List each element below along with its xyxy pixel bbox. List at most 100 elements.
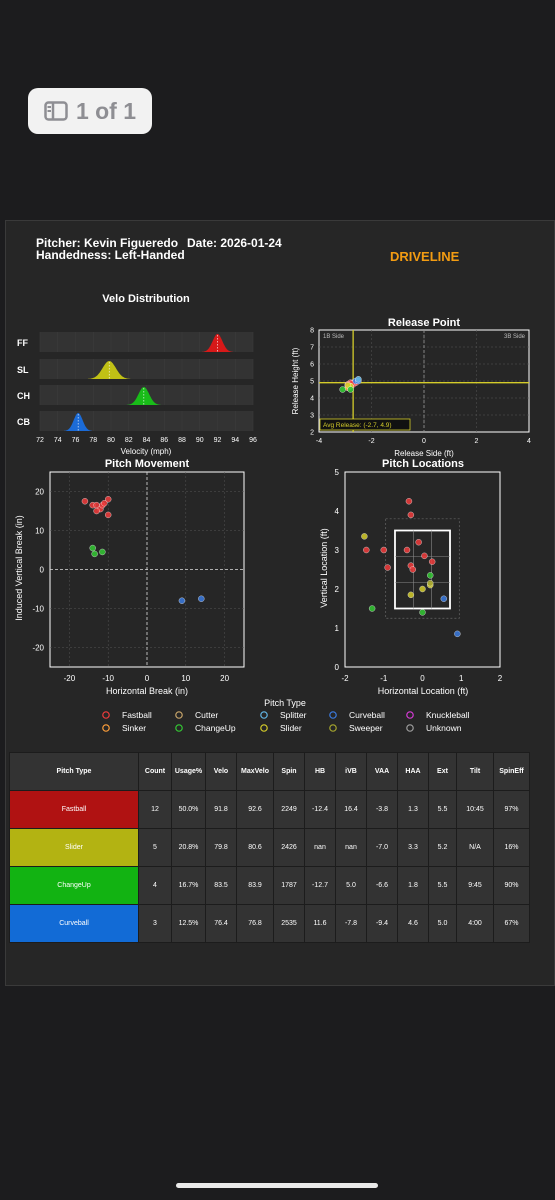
table-cell-tilt: 10:45 bbox=[456, 790, 494, 829]
table-row: Slider 5 20.8% 79.8 80.6 2426 nan nan -7.0 3.3 5.2… bbox=[9, 828, 530, 867]
location-y-tick: 0 bbox=[335, 663, 340, 672]
location-y-tick: 5 bbox=[335, 468, 340, 477]
table-header-row: Pitch Type Count Usage% Velo MaxVelo Spin HB iV… bbox=[9, 752, 530, 791]
table-cell-count: 3 bbox=[138, 904, 172, 943]
movement-point bbox=[99, 548, 106, 556]
velo-x-tick: 88 bbox=[178, 437, 186, 444]
legend-marker-sinker bbox=[102, 724, 110, 732]
location-point bbox=[440, 595, 448, 602]
velo-x-tick: 78 bbox=[89, 437, 97, 444]
velo-row-label-CB: CB bbox=[17, 417, 30, 427]
pitcher-name: Pitcher: Kevin Figueredo bbox=[36, 236, 179, 250]
handedness: Handedness: Left-Handed bbox=[36, 248, 185, 262]
table-cell-ivb: -7.8 bbox=[335, 904, 367, 943]
home-indicator[interactable] bbox=[176, 1183, 378, 1188]
velo-row-label-SL: SL bbox=[17, 365, 29, 375]
table-cell-tilt: 4:00 bbox=[456, 904, 494, 943]
table-cell-hb: -12.7 bbox=[304, 866, 336, 905]
movement-y-tick: -20 bbox=[32, 644, 44, 653]
velo-x-tick: 74 bbox=[54, 437, 62, 444]
location-point bbox=[407, 511, 415, 519]
table-cell-spin: 1787 bbox=[273, 866, 305, 905]
release-x-tick: -4 bbox=[316, 438, 322, 445]
legend-marker-slider bbox=[260, 724, 268, 732]
location-y-tick: 1 bbox=[335, 624, 340, 633]
table-cell-spineff: 97% bbox=[493, 790, 530, 829]
table-header-count: Count bbox=[138, 752, 172, 791]
velo-x-label: Velocity (mph) bbox=[121, 447, 172, 456]
legend-marker-splitter bbox=[260, 711, 268, 719]
table-header-haa: HAA bbox=[397, 752, 429, 791]
release-y-label: Release Height (ft) bbox=[291, 347, 300, 414]
table-cell-spin: 2249 bbox=[273, 790, 305, 829]
movement-point bbox=[93, 507, 100, 515]
legend-label-sinker: Sinker bbox=[122, 723, 146, 733]
table-cell-vaa: -3.8 bbox=[366, 790, 398, 829]
movement-title: Pitch Movement bbox=[105, 458, 190, 470]
legend-label-curveball: Curveball bbox=[349, 710, 385, 720]
table-cell-spin: 2426 bbox=[273, 828, 305, 867]
location-point bbox=[419, 585, 426, 593]
table-cell-usage-: 50.0% bbox=[171, 790, 206, 829]
location-point bbox=[384, 564, 391, 571]
movement-x-tick: -20 bbox=[64, 674, 76, 683]
release-y-tick: 8 bbox=[310, 328, 314, 335]
legend-label-cutter: Cutter bbox=[195, 710, 218, 720]
release-y-tick: 5 bbox=[310, 379, 314, 386]
table-cell-maxvelo: 76.8 bbox=[236, 904, 274, 943]
location-point bbox=[405, 498, 413, 505]
table-cell-hb: 11.6 bbox=[304, 904, 336, 943]
movement-x-tick: 20 bbox=[220, 674, 229, 683]
movement-point bbox=[81, 498, 89, 505]
table-cell-pitch-type: Curveball bbox=[9, 904, 139, 943]
table-cell-spineff: 16% bbox=[493, 828, 530, 867]
velo-x-tick: 84 bbox=[143, 437, 151, 444]
release-avg-label: Avg Release: (-2.7, 4.9) bbox=[323, 422, 392, 429]
release-point bbox=[339, 386, 346, 393]
velo-density-CB bbox=[63, 413, 93, 431]
table-cell-tilt: 9:45 bbox=[456, 866, 494, 905]
velo-x-tick: 82 bbox=[125, 437, 133, 444]
location-point bbox=[407, 591, 415, 599]
velo-x-tick: 90 bbox=[196, 437, 204, 444]
table-cell-tilt: N/A bbox=[456, 828, 494, 867]
page-counter-badge[interactable]: 1 of 1 bbox=[28, 88, 152, 134]
movement-y-tick: 20 bbox=[35, 488, 44, 497]
movement-point bbox=[104, 511, 112, 519]
legend-marker-fastball bbox=[102, 711, 110, 719]
legend-label-knuckleball: Knuckleball bbox=[426, 710, 470, 720]
location-point bbox=[403, 546, 411, 554]
table-header-ivb: iVB bbox=[335, 752, 367, 791]
location-x-label: Horizontal Location (ft) bbox=[378, 686, 469, 696]
location-point bbox=[427, 572, 434, 579]
table-cell-count: 12 bbox=[138, 790, 172, 829]
location-plot-area bbox=[344, 471, 501, 668]
table-row: Fastball 12 50.0% 91.8 92.6 2249 -12.4 16.4 -3.8… bbox=[9, 790, 530, 829]
table-cell-velo: 76.4 bbox=[205, 904, 237, 943]
table-cell-ivb: nan bbox=[335, 828, 367, 867]
table-cell-pitch-type: ChangeUp bbox=[9, 866, 139, 905]
table-cell-usage-: 12.5% bbox=[171, 904, 206, 943]
location-x-tick: 2 bbox=[498, 674, 503, 683]
table-cell-count: 4 bbox=[138, 866, 172, 905]
movement-x-tick: -10 bbox=[102, 674, 114, 683]
location-x-tick: -2 bbox=[341, 674, 349, 683]
velo-row-label-CH: CH bbox=[17, 391, 30, 401]
release-x-tick: 2 bbox=[475, 438, 479, 445]
movement-y-tick: -10 bbox=[32, 605, 44, 614]
table-cell-count: 5 bbox=[138, 828, 172, 867]
release-y-tick: 3 bbox=[310, 413, 314, 420]
movement-y-tick: 10 bbox=[35, 527, 44, 536]
table-cell-ext: 5.5 bbox=[428, 790, 457, 829]
location-point bbox=[427, 579, 434, 587]
table-header-vaa: VAA bbox=[366, 752, 398, 791]
movement-point bbox=[198, 595, 205, 602]
location-point bbox=[363, 546, 370, 554]
location-strike-zone bbox=[394, 529, 451, 610]
table-cell-maxvelo: 80.6 bbox=[236, 828, 274, 867]
table-cell-ext: 5.0 bbox=[428, 904, 457, 943]
table-cell-maxvelo: 92.6 bbox=[236, 790, 274, 829]
velo-x-tick: 94 bbox=[231, 437, 239, 444]
table-cell-haa: 1.3 bbox=[397, 790, 429, 829]
location-point bbox=[415, 539, 422, 546]
